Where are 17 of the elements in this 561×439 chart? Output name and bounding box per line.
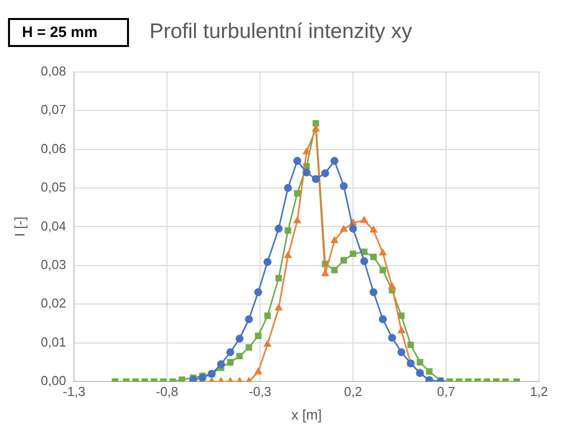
x-tick-label: 1,2 bbox=[530, 384, 548, 399]
y-tick-label: 0,05 bbox=[40, 180, 66, 195]
y-tick-label: 0,01 bbox=[40, 334, 66, 350]
x-axis-title: x [m] bbox=[291, 406, 322, 422]
x-tick-label: -0,8 bbox=[156, 384, 178, 399]
y-tick-label: 0,02 bbox=[40, 296, 66, 311]
x-tick-label: -0,3 bbox=[248, 384, 272, 399]
x-tick-label: 0,7 bbox=[436, 384, 456, 399]
y-tick-label: 0,04 bbox=[40, 218, 66, 234]
y-axis-title: I [-] bbox=[11, 216, 28, 237]
y-tick-label: 0,07 bbox=[40, 102, 66, 118]
x-tick-label: 0,2 bbox=[344, 384, 362, 399]
text: H = 25 mm bbox=[8, 18, 130, 46]
y-tick-label: 0,06 bbox=[40, 140, 66, 156]
y-tick-label: 0,08 bbox=[40, 63, 66, 78]
chart-title: Profil turbulentní intenzity xy bbox=[149, 20, 412, 44]
y-tick-label: 0,03 bbox=[40, 257, 66, 272]
